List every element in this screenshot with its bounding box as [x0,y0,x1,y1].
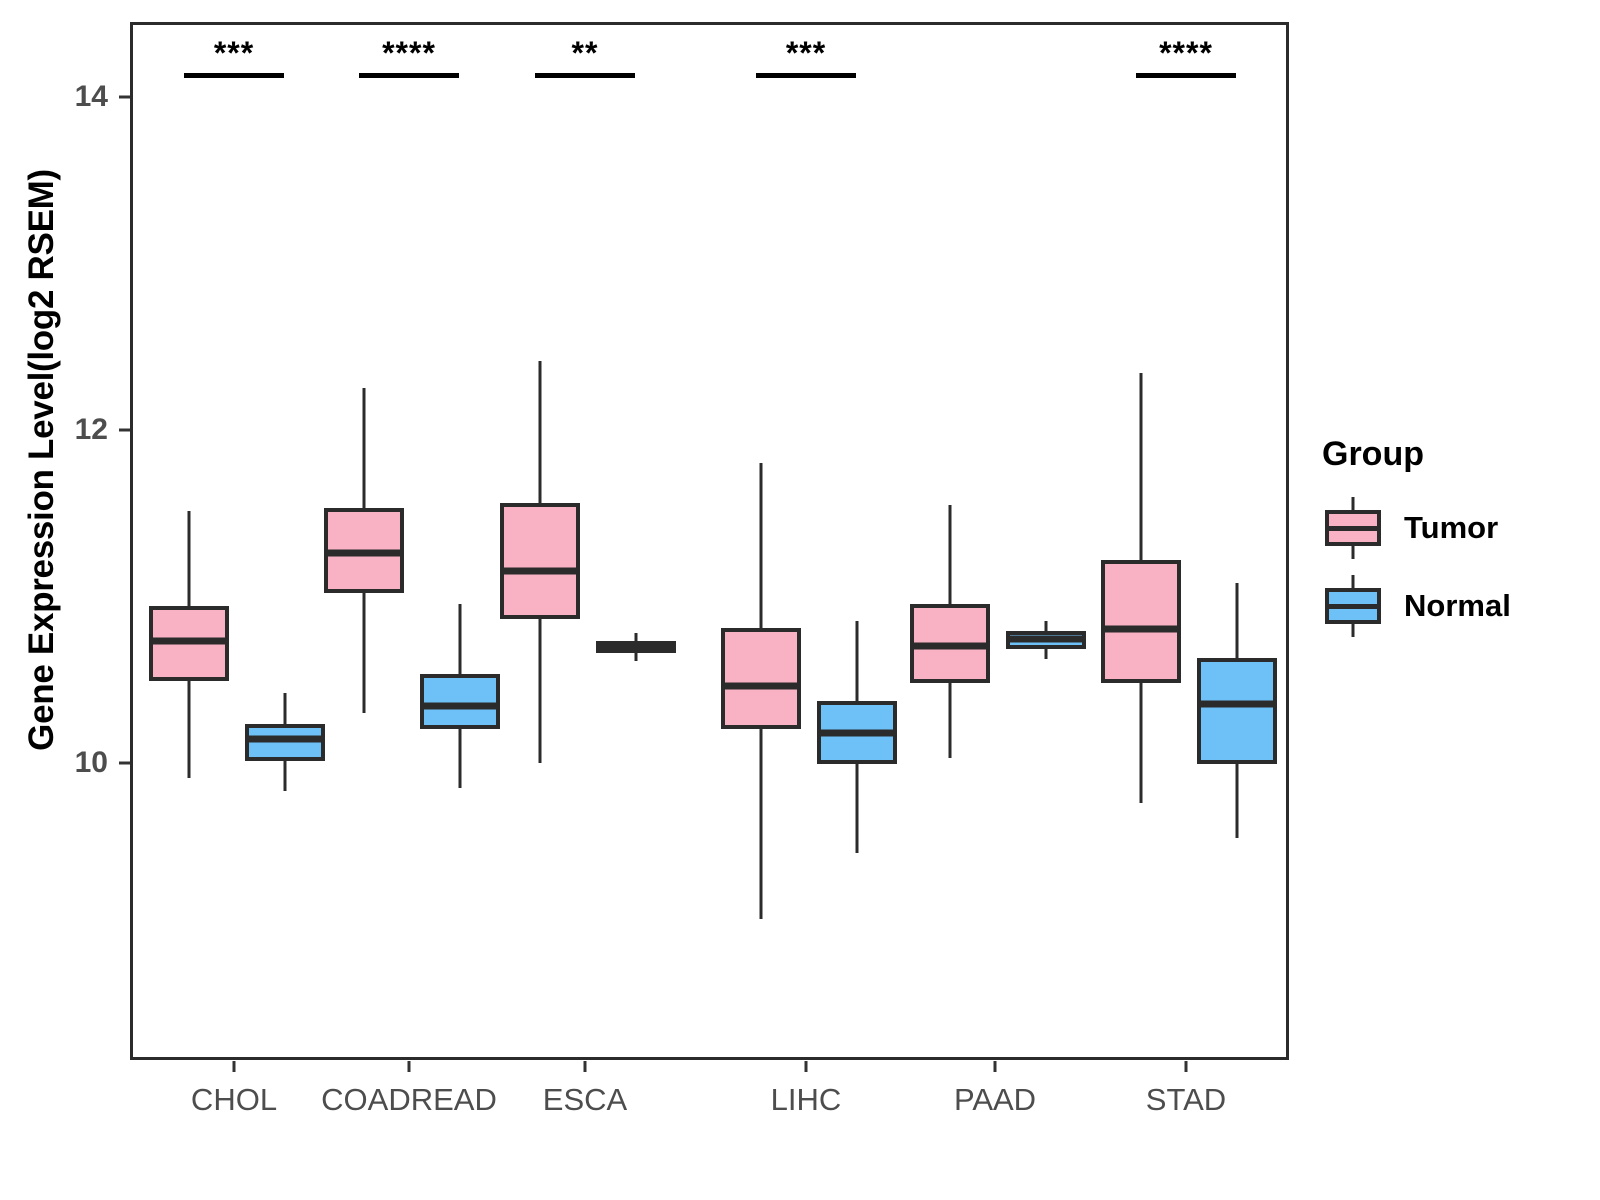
y-axis-tick-label: 10 [74,746,108,779]
x-axis-tick-label-paad: PAAD [953,1082,1037,1117]
median-line [149,637,229,645]
y-axis-tick-label: 14 [74,80,108,113]
x-axis-tick-mark [993,1061,997,1072]
x-axis-tick-label-esca: ESCA [542,1082,628,1117]
significance-label-stad: **** [1159,35,1213,71]
median-line [721,682,801,690]
box-rect [1197,657,1277,765]
y-axis-tick-mark [119,428,130,432]
significance-label-coadread: **** [382,35,436,71]
median-line [910,642,990,650]
median-line [1101,625,1181,633]
box-rect [1101,559,1181,683]
box-rect [721,627,801,730]
median-line [420,702,500,710]
legend-label: Tumor [1404,510,1499,545]
significance-bar [184,73,284,78]
legend-median [1325,526,1381,531]
significance-bar [535,73,635,78]
plot-area [133,25,1286,1057]
x-axis-tick-mark [804,1061,808,1072]
y-axis-tick-mark [119,95,130,99]
significance-bar [359,73,459,78]
legend: Group Tumor Normal [1322,435,1582,652]
x-axis-tick-mark [407,1061,411,1072]
median-line [324,549,404,557]
legend-key-swatch [1322,575,1384,637]
significance-bar [756,73,856,78]
x-axis-tick-label-lihc: LIHC [770,1082,842,1117]
box-rect [420,674,500,730]
median-line [500,567,580,575]
median-line [817,729,897,737]
y-axis-tick-label: 12 [74,413,108,446]
median-line [1197,700,1277,708]
legend-key-swatch [1322,497,1384,559]
median-line [596,644,676,652]
x-axis-tick-mark [583,1061,587,1072]
significance-label-lihc: *** [785,35,827,71]
x-axis-tick-mark [1184,1061,1188,1072]
x-axis-tick-label-chol: CHOL [190,1082,278,1117]
x-axis-tick-label-coadread: COADREAD [321,1082,497,1117]
legend-title: Group [1322,435,1424,473]
median-line [1006,635,1086,643]
median-line [245,735,325,743]
legend-item-tumor[interactable]: Tumor [1322,496,1582,560]
box-rect [500,502,580,620]
plot-panel [130,22,1289,1060]
significance-label-esca: ** [571,35,599,71]
x-axis-tick-label-stad: STAD [1145,1082,1227,1117]
legend-label: Normal [1404,588,1511,623]
y-axis-title: Gene Expression Level(log2 RSEM) [22,169,61,751]
y-axis-tick-mark [119,761,130,765]
significance-label-chol: *** [213,35,255,71]
legend-item-normal[interactable]: Normal [1322,574,1582,638]
legend-items: Tumor Normal [1322,496,1582,638]
significance-bar [1136,73,1236,78]
x-axis-tick-mark [232,1061,236,1072]
legend-median [1325,604,1381,609]
